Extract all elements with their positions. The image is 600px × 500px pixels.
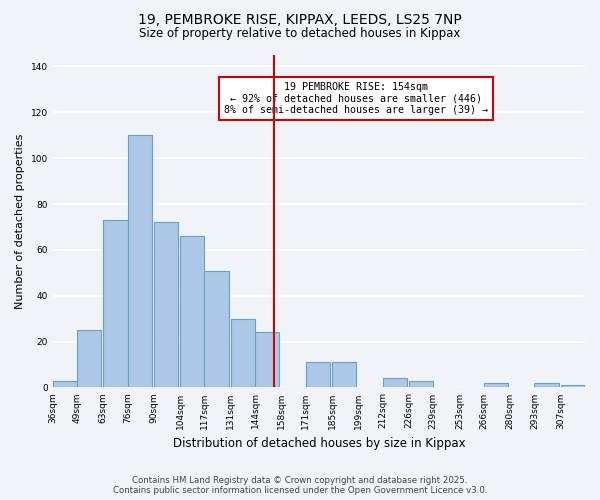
Bar (484, 383, 508, 388)
Text: 19, PEMBROKE RISE, KIPPAX, LEEDS, LS25 7NP: 19, PEMBROKE RISE, KIPPAX, LEEDS, LS25 7… (138, 12, 462, 26)
Y-axis label: Number of detached properties: Number of detached properties (15, 134, 25, 309)
Bar (383, 378, 407, 388)
Bar (53, 380, 77, 388)
Bar (103, 220, 128, 388)
Text: Size of property relative to detached houses in Kippax: Size of property relative to detached ho… (139, 28, 461, 40)
Bar (231, 318, 255, 388)
Bar (306, 362, 330, 388)
Text: 19 PEMBROKE RISE: 154sqm
← 92% of detached houses are smaller (446)
8% of semi-d: 19 PEMBROKE RISE: 154sqm ← 92% of detach… (224, 82, 488, 115)
Bar (535, 383, 559, 388)
Text: Contains HM Land Registry data © Crown copyright and database right 2025.
Contai: Contains HM Land Registry data © Crown c… (113, 476, 487, 495)
Bar (77, 330, 101, 388)
Bar (154, 222, 178, 388)
X-axis label: Distribution of detached houses by size in Kippax: Distribution of detached houses by size … (173, 437, 465, 450)
Bar (128, 135, 152, 388)
Bar (255, 332, 280, 388)
Bar (180, 236, 205, 388)
Bar (409, 380, 433, 388)
Bar (205, 270, 229, 388)
Bar (332, 362, 356, 388)
Bar (560, 385, 585, 388)
